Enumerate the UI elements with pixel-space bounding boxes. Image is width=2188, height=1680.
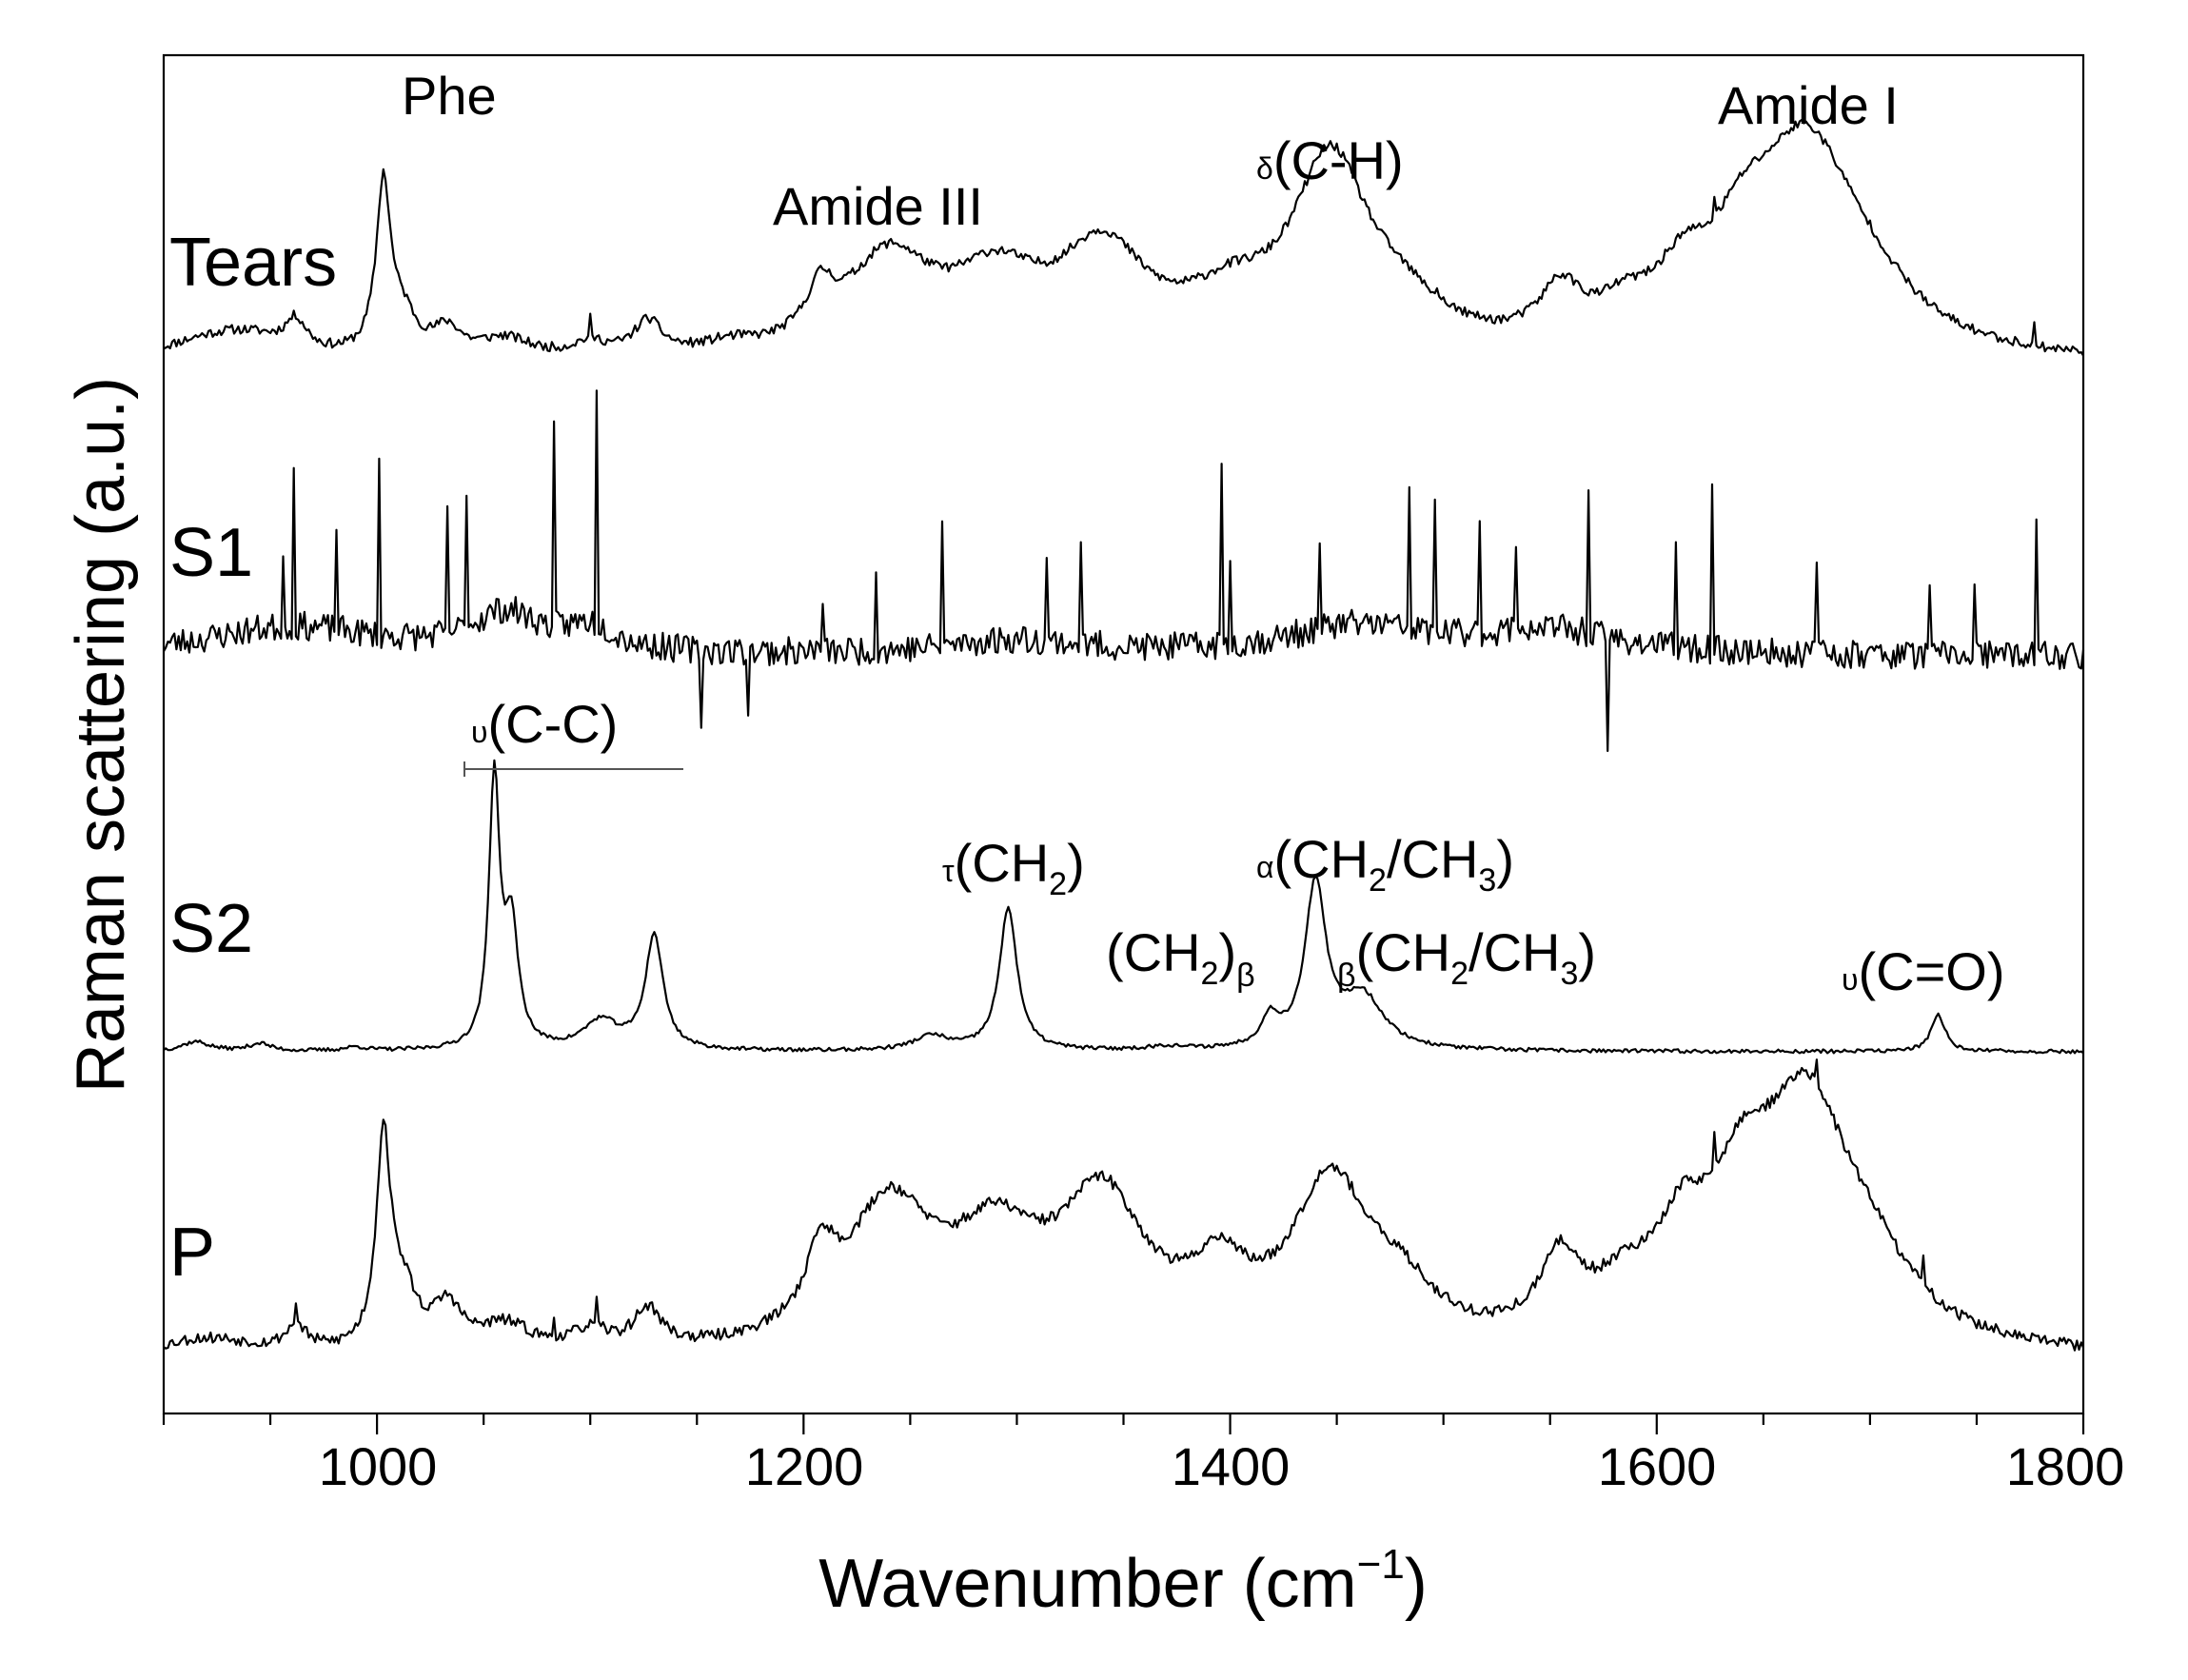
annotation-beta-ch2-ch3: β(CH2/CH3) <box>1337 922 1596 994</box>
x-tick-label-1000: 1000 <box>319 1436 438 1496</box>
annotation-delta-ch: δ(C-H) <box>1256 130 1404 190</box>
x-tick-label-1800: 1800 <box>2006 1436 2125 1496</box>
series-line-tears <box>163 118 2084 357</box>
annotation-amide-i: Amide I <box>1718 75 1899 135</box>
series-label-tears: Tears <box>169 225 337 301</box>
x-tick-label-1200: 1200 <box>745 1436 864 1496</box>
series-line-s1 <box>163 389 2085 753</box>
series-label-s2: S2 <box>169 891 253 967</box>
series-label-s1: S1 <box>169 515 253 591</box>
annotation-upsilon-co: υ(C=O) <box>1842 941 2005 1001</box>
annotation-amide-iii: Amide III <box>773 176 983 236</box>
annotation-phe: Phe <box>402 66 497 126</box>
annotation-ch2-beta: (CH2)β <box>1106 922 1255 994</box>
series-line-s2 <box>163 759 2084 1055</box>
plot-frame <box>162 53 2085 1415</box>
series-label-p: P <box>169 1215 215 1291</box>
x-axis-ticks <box>162 1413 2085 1434</box>
x-tick-label-1600: 1600 <box>1598 1436 1717 1496</box>
x-tick-label-1400: 1400 <box>1172 1436 1291 1496</box>
x-axis-label: Wavenumber (cm−1) <box>818 1541 1428 1622</box>
y-axis-label: Raman scattering (a.u.) <box>63 377 139 1093</box>
annotation-upsilon-cc: υ(C-C) <box>471 694 618 754</box>
series-line-p <box>163 1058 2085 1352</box>
annotation-alpha-ch2-ch3: α(CH2/CH3) <box>1256 829 1514 899</box>
annotation-tau-ch2: τ(CH2) <box>942 833 1085 902</box>
